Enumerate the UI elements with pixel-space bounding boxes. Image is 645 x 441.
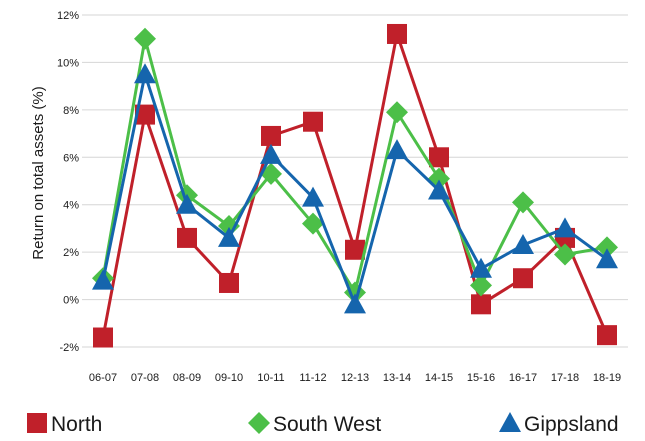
x-tick-label: 15-16 <box>467 372 495 384</box>
data-point <box>386 101 408 124</box>
data-point <box>596 236 618 259</box>
legend-item: South West <box>248 412 381 436</box>
y-tick-label: 10% <box>57 57 79 69</box>
series-group <box>92 23 618 348</box>
legend-marker <box>499 412 521 432</box>
data-point <box>470 274 492 297</box>
data-point <box>261 125 281 146</box>
data-point <box>387 23 407 44</box>
data-point <box>512 191 534 214</box>
x-tick-label: 08-09 <box>173 372 201 384</box>
series-gippsland <box>92 63 618 314</box>
x-tick-label: 18-19 <box>593 372 621 384</box>
data-point <box>218 226 240 247</box>
data-point <box>92 269 114 290</box>
y-tick-label: 0% <box>63 295 79 307</box>
legend-item: North <box>27 413 102 436</box>
legend: North South West Gippsland <box>27 412 619 436</box>
data-point <box>429 147 449 168</box>
data-point <box>554 217 576 238</box>
x-tick-label: 14-15 <box>425 372 453 384</box>
x-tick-label: 07-08 <box>131 372 159 384</box>
data-point <box>303 111 323 132</box>
data-point <box>260 143 282 164</box>
data-point <box>93 327 113 348</box>
y-tick-label: 12% <box>57 10 79 22</box>
data-point <box>512 234 534 255</box>
x-tick-label: 17-18 <box>551 372 579 384</box>
data-point <box>470 257 492 278</box>
y-tick-label: -2% <box>59 342 79 354</box>
data-point <box>513 268 533 289</box>
y-tick-label: 4% <box>63 200 79 212</box>
x-tick-label: 09-10 <box>215 372 243 384</box>
data-point <box>596 248 618 269</box>
data-point <box>218 215 240 238</box>
x-tick-label: 06-07 <box>89 372 117 384</box>
data-point <box>134 27 156 50</box>
x-axis-ticks: 06-07 07-08 08-09 09-10 10-11 11-12 12-13 13-14… <box>89 372 621 384</box>
legend-marker <box>248 412 270 434</box>
x-tick-label: 12-13 <box>341 372 369 384</box>
data-point <box>302 186 324 207</box>
data-point <box>176 193 198 214</box>
x-tick-label: 10-11 <box>257 372 284 384</box>
legend-marker <box>27 413 47 433</box>
data-point <box>345 239 365 260</box>
data-point <box>597 325 617 346</box>
legend-label: South West <box>273 413 381 436</box>
legend-label: North <box>51 413 102 436</box>
x-tick-label: 16-17 <box>509 372 537 384</box>
data-point <box>428 179 450 200</box>
x-tick-label: 13-14 <box>383 372 411 384</box>
y-axis-ticks: -2% 0% 2% 4% 6% 8% 10% 12% <box>57 10 79 354</box>
y-tick-label: 6% <box>63 152 79 164</box>
data-point <box>219 272 239 293</box>
data-point <box>471 294 491 315</box>
data-point <box>554 243 576 266</box>
data-point <box>386 139 408 160</box>
data-point <box>344 293 366 314</box>
legend-item: Gippsland <box>499 412 619 436</box>
data-point <box>177 227 197 248</box>
data-point <box>134 63 156 84</box>
legend-label: Gippsland <box>524 413 619 436</box>
y-tick-label: 8% <box>63 105 79 117</box>
data-point <box>302 212 324 235</box>
x-tick-label: 11-12 <box>299 372 326 384</box>
y-axis-label: Return on total assets (%) <box>30 86 47 259</box>
y-tick-label: 2% <box>63 247 79 259</box>
series-north <box>93 23 617 348</box>
data-point <box>135 104 155 125</box>
